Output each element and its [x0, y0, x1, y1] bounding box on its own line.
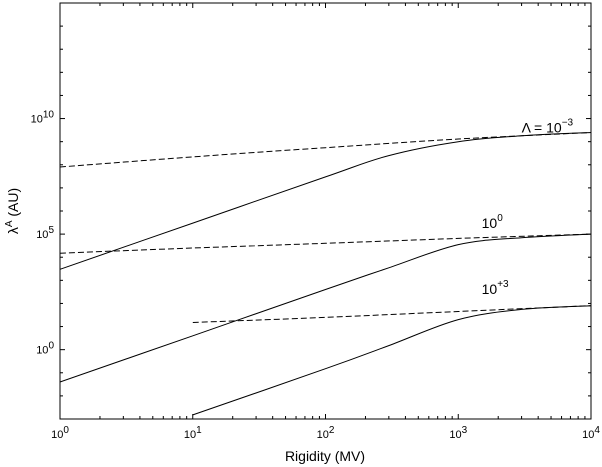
ticks-group: [59, 2, 592, 420]
x-axis-label: Rigidity (MV): [285, 448, 365, 464]
x-tick-label: 104: [582, 425, 600, 441]
x-tick-label: 100: [51, 425, 69, 441]
series-5-solid-line: [192, 305, 592, 416]
y-tick-label: 100: [36, 341, 54, 357]
plot-area-frame: [59, 2, 592, 420]
curve-label-1: Λ = 10−3: [522, 117, 574, 135]
x-tick-label: 101: [184, 425, 202, 441]
series-4-dashed-line: [59, 233, 592, 254]
curves-group: [59, 132, 592, 416]
series-1-solid-line: [59, 132, 592, 270]
y-tick-label: 105: [36, 225, 54, 241]
series-6-dashed-line: [192, 305, 592, 323]
y-axis-label: λA (AU): [4, 188, 21, 234]
curve-label-3: 10+3: [482, 279, 509, 297]
curve-labels-group: Λ = 10−3 100 10+3: [482, 117, 574, 297]
x-tick-label: 102: [317, 425, 335, 441]
series-2-dashed-line: [59, 132, 592, 168]
y-tick-label: 1010: [31, 110, 55, 126]
x-tick-label: 103: [449, 425, 467, 441]
series-3-solid-line: [59, 233, 592, 383]
tick-labels-group: 100 101 102 103 104 100 105 1010: [31, 110, 601, 441]
curve-label-2: 100: [482, 213, 504, 231]
